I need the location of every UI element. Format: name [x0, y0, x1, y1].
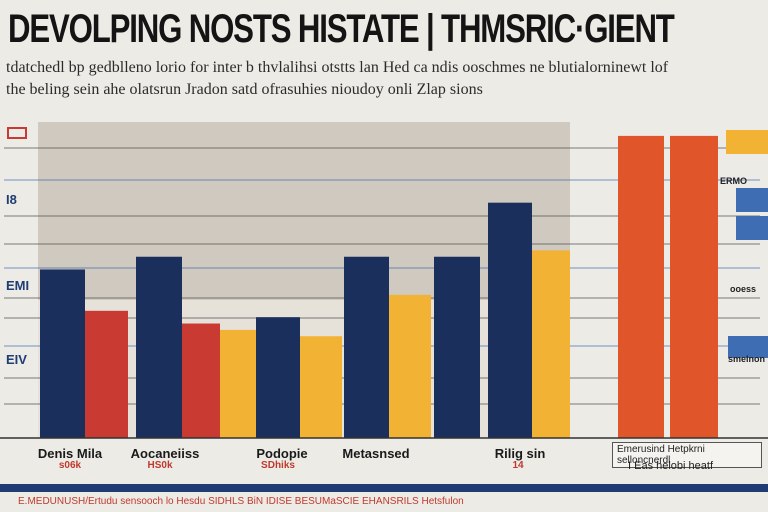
- bar-navy-11: [488, 202, 532, 438]
- bar-red-2: [85, 310, 128, 438]
- bar-yellow-7: [300, 336, 342, 438]
- axis-label-3: EIV: [6, 352, 27, 367]
- swatch-yellow: [726, 130, 768, 154]
- category-label-2: Aocaneiiss: [130, 446, 200, 461]
- category-sublabel-1: s06k: [58, 460, 82, 471]
- footer-text: E.MEDUNUSH/Ertudu sensooch lo Hesdu SIDH…: [18, 496, 464, 507]
- bar-yellow-5: [220, 329, 256, 438]
- chart-title: DEVOLPING NOSTS HISTATE | THMSRIC·GIENT: [8, 7, 675, 51]
- category-label-1: Denis Mila: [37, 446, 103, 461]
- swatch-blue-2: [736, 216, 768, 240]
- bar-navy-1: [40, 269, 85, 438]
- bar-navy-10: [434, 256, 480, 438]
- legend-box: Emerusind Hetpkrni selloncnerdl: [612, 442, 762, 468]
- chart-subtitle-line2: the beling sein ahe olatsrun Jradon satd…: [6, 81, 483, 98]
- bar-red-4: [182, 323, 220, 438]
- bar-yellow-9: [389, 294, 431, 438]
- axis-label-2: EMI: [6, 278, 30, 293]
- swatch-blue-1: [736, 188, 768, 212]
- category-label-5: Rilig sin: [494, 446, 546, 461]
- category-label-3: Podopie: [256, 446, 308, 461]
- legend-note: I Eas helobi heatf: [628, 460, 714, 472]
- side-label-2: ooess: [730, 284, 757, 294]
- bar-yellow-12: [532, 250, 570, 438]
- bar-navy-8: [344, 256, 389, 438]
- swatch-blue-3: [728, 336, 768, 358]
- category-sublabel-2: HS0k: [147, 460, 173, 471]
- chart-subtitle-line1: tdatchedl bp gedblleno lorio for inter b…: [6, 59, 669, 76]
- footer-bar: [0, 484, 768, 492]
- side-label-1: ERMO: [720, 176, 747, 186]
- side-label-3: smelnon: [728, 354, 766, 364]
- category-label-4: Metasnsed: [342, 446, 410, 461]
- bar-navy-3: [136, 256, 182, 438]
- axis-label-1: I8: [6, 192, 17, 207]
- category-sublabel-3: SDhiks: [261, 460, 295, 471]
- bar-orange-14: [670, 135, 718, 438]
- category-sublabel-5: 14: [512, 460, 524, 471]
- marker-top-left: [7, 127, 27, 139]
- bar-orange-13: [618, 135, 664, 438]
- bar-navy-6: [256, 317, 300, 438]
